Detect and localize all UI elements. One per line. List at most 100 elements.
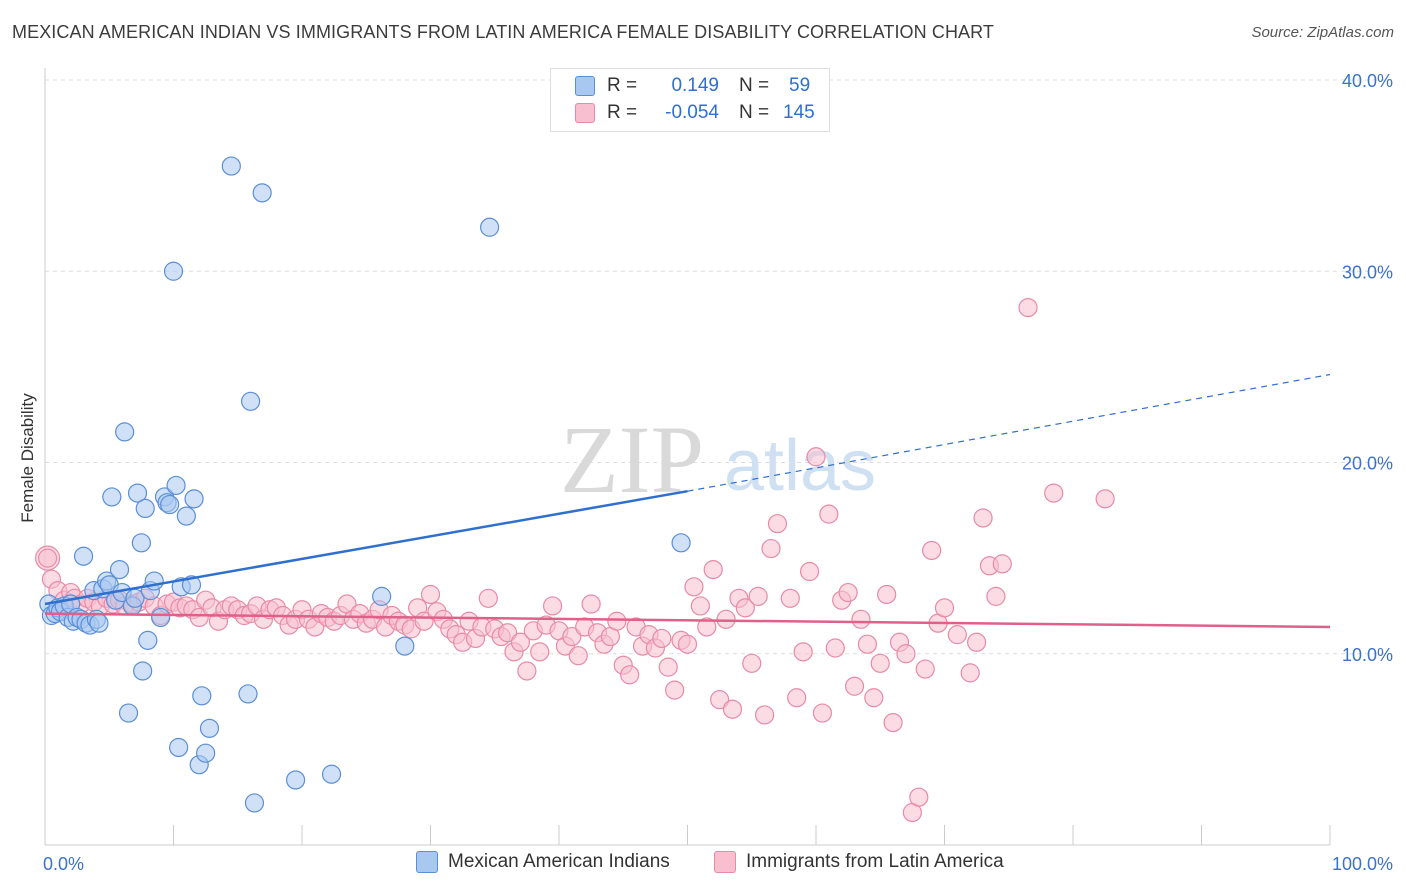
data-point (199, 718, 220, 738)
data-point (73, 546, 94, 566)
legend-item-immigrants-latin-america: Immigrants from Latin America (714, 851, 1004, 873)
data-point (922, 540, 942, 561)
r-value: 0.149 (671, 75, 719, 96)
data-point (420, 584, 441, 605)
data-point (568, 646, 588, 666)
blue-swatch (416, 851, 438, 873)
chart-title: MEXICAN AMERICAN INDIAN VS IMMIGRANTS FR… (12, 22, 995, 42)
mexican-american-indians-points (39, 156, 691, 813)
trend-lines (44, 373, 1331, 629)
data-point (102, 487, 122, 507)
data-point (857, 634, 878, 654)
data-point (710, 690, 730, 710)
data-point (238, 684, 258, 704)
data-point (498, 623, 518, 643)
data-point (883, 712, 903, 733)
data-point (562, 626, 582, 647)
data-point (967, 632, 987, 652)
data-point (151, 607, 171, 628)
immigrants-latin-america-points (34, 297, 1115, 823)
data-point (395, 636, 415, 656)
data-point (181, 575, 202, 595)
pink-trend-line (44, 612, 1331, 629)
x-tick-label-max: 100.0% (1332, 854, 1393, 874)
data-point (1044, 483, 1064, 503)
data-point (658, 657, 678, 677)
data-point (221, 156, 241, 176)
data-point (135, 498, 155, 518)
r-value: -0.054 (665, 102, 719, 123)
watermark-zip: ZIP (560, 406, 704, 513)
data-point (115, 422, 135, 442)
data-point (690, 596, 710, 616)
data-point (896, 644, 916, 664)
data-point (748, 586, 768, 606)
stats-row-blue: R = 0.149 N = 59 (575, 74, 810, 98)
data-point (671, 533, 691, 553)
data-point (1095, 489, 1115, 509)
source-label: Source: ZipAtlas.com (1251, 24, 1394, 41)
data-point (915, 659, 935, 679)
data-point (160, 494, 180, 515)
data-point (138, 630, 158, 650)
data-point (742, 653, 762, 673)
n-label: N = (739, 75, 770, 96)
data-point (510, 632, 531, 652)
data-point (909, 787, 929, 807)
r-label: R = (607, 102, 638, 123)
n-value: 145 (783, 102, 815, 123)
data-point (542, 596, 563, 616)
data-point (478, 588, 498, 608)
data-point (252, 183, 272, 203)
y-tick-label: 30.0% (1342, 262, 1393, 282)
data-point (812, 703, 833, 723)
data-point (844, 676, 865, 696)
data-point (131, 533, 151, 553)
data-point (118, 703, 139, 723)
data-point (163, 261, 184, 281)
data-point (870, 653, 890, 673)
data-point (735, 598, 755, 618)
data-point (986, 586, 1006, 606)
data-point (127, 483, 148, 503)
y-tick-label: 20.0% (1342, 454, 1393, 474)
n-label: N = (739, 102, 770, 123)
data-point (192, 686, 212, 706)
data-point (480, 217, 500, 237)
data-point (517, 661, 537, 681)
legend-label: Immigrants from Latin America (746, 851, 1004, 872)
data-point (241, 391, 261, 411)
data-point (806, 447, 826, 467)
data-point (133, 661, 153, 681)
data-point (321, 764, 342, 784)
data-point (864, 688, 884, 708)
data-point (947, 625, 967, 645)
data-point (780, 588, 800, 608)
data-point (703, 559, 723, 580)
data-point (244, 793, 265, 813)
data-point (754, 705, 775, 725)
y-axis-label: Female Disability (18, 393, 37, 523)
data-point (166, 475, 186, 496)
data-point (372, 586, 392, 606)
data-point (109, 559, 130, 580)
data-point (793, 642, 813, 662)
data-point (581, 594, 601, 614)
data-point (851, 609, 871, 629)
blue-swatch (575, 76, 595, 96)
data-point (697, 617, 717, 637)
r-label: R = (607, 75, 638, 96)
data-point (169, 737, 189, 758)
data-point (677, 634, 698, 654)
data-point (825, 638, 845, 658)
watermark: ZIP atlas (560, 406, 876, 513)
data-point (89, 613, 109, 633)
data-point (1018, 297, 1038, 318)
data-point (620, 665, 640, 685)
data-point (196, 743, 216, 763)
data-point (992, 554, 1012, 574)
data-point (652, 628, 672, 649)
data-point (37, 548, 58, 568)
data-point (189, 607, 209, 628)
y-tick-label: 40.0% (1342, 71, 1393, 91)
